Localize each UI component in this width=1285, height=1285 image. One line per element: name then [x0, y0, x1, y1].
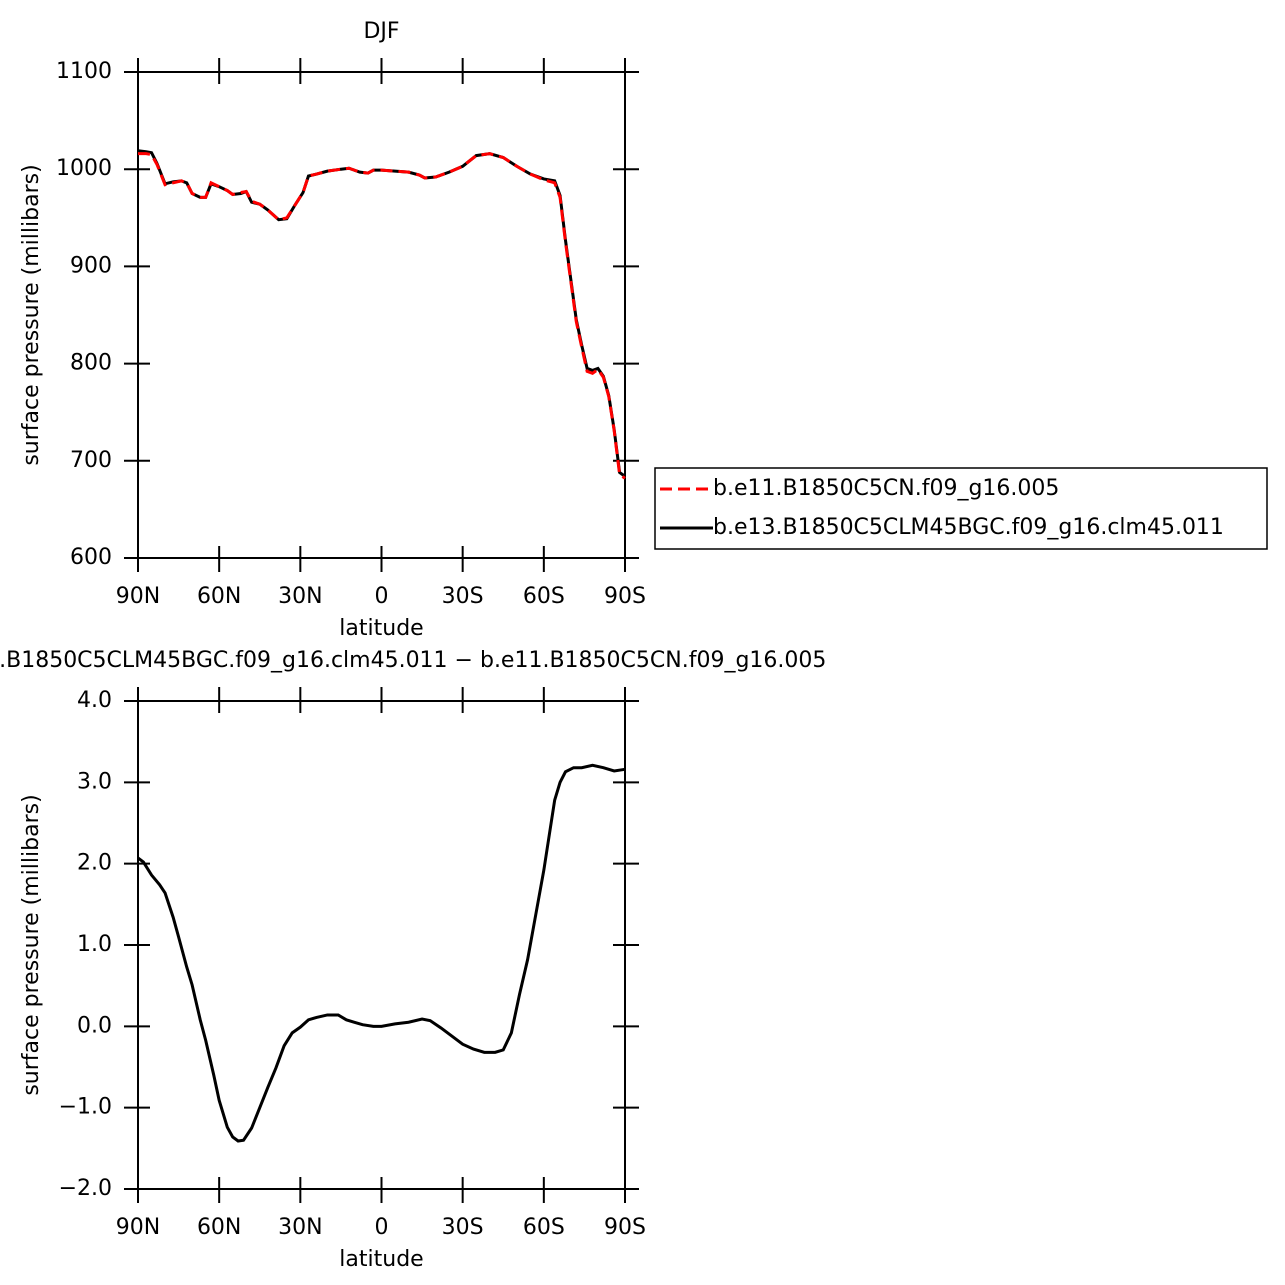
- y-axis-label: surface pressure (millibars): [19, 794, 44, 1095]
- x-tick-label: 90N: [116, 584, 160, 609]
- plot-frame: [137, 700, 626, 1190]
- x-tick-label: 60S: [523, 1215, 565, 1240]
- data-line: [138, 152, 626, 480]
- x-tick-label: 30N: [278, 584, 322, 609]
- legend-label: b.e11.B1850C5CN.f09_g16.005: [713, 476, 1059, 501]
- y-tick-label: 800: [70, 351, 112, 376]
- x-tick-label: 0: [375, 584, 389, 609]
- y-tick-label: 600: [70, 545, 112, 570]
- x-tick-label: 30S: [442, 1215, 484, 1240]
- y-tick-label: 1000: [56, 156, 112, 181]
- chart-title: b.e13.B1850C5CLM45BGC.f09_g16.clm45.011 …: [0, 648, 826, 673]
- x-axis-label: latitude: [339, 1247, 423, 1272]
- y-tick-label: 700: [70, 448, 112, 473]
- x-axis-label: latitude: [339, 616, 423, 641]
- x-tick-label: 90S: [604, 584, 646, 609]
- legend-label: b.e13.B1850C5CLM45BGC.f09_g16.clm45.011: [713, 515, 1224, 540]
- x-tick-label: 60S: [523, 584, 565, 609]
- y-tick-label: 0.0: [77, 1013, 112, 1038]
- y-tick-label: 900: [70, 253, 112, 278]
- x-tick-label: 30N: [278, 1215, 322, 1240]
- y-tick-label: 2.0: [77, 851, 112, 876]
- y-tick-label: −2.0: [59, 1176, 112, 1201]
- x-tick-label: 60N: [197, 584, 241, 609]
- x-tick-label: 30S: [442, 584, 484, 609]
- y-tick-label: 1.0: [77, 932, 112, 957]
- x-tick-label: 90N: [116, 1215, 160, 1240]
- y-axis-label: surface pressure (millibars): [19, 164, 44, 465]
- x-tick-label: 0: [375, 1215, 389, 1240]
- data-line: [137, 149, 626, 478]
- x-tick-label: 90S: [604, 1215, 646, 1240]
- y-tick-label: −1.0: [59, 1095, 112, 1120]
- plot-frame: [137, 71, 626, 559]
- y-tick-label: 4.0: [77, 688, 112, 713]
- legend-box: [654, 467, 1268, 550]
- x-tick-label: 60N: [197, 1215, 241, 1240]
- y-tick-label: 3.0: [77, 769, 112, 794]
- data-line: [137, 763, 626, 1143]
- chart-title: DJF: [363, 19, 399, 44]
- y-tick-label: 1100: [56, 59, 112, 84]
